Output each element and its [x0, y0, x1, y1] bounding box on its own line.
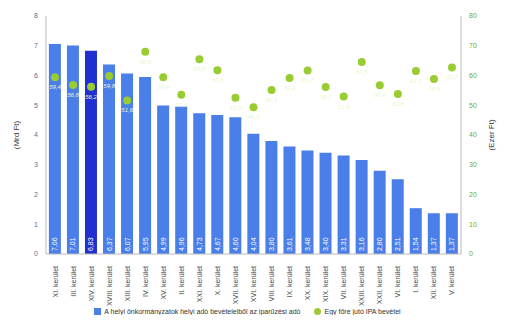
svg-text:20: 20: [469, 191, 477, 198]
html-text:A helyi önkormányzatok helyi a: A helyi önkormányzatok helyi adó bevétel…: [104, 308, 301, 315]
svg-text:7: 7: [34, 42, 38, 49]
svg-text:4,96: 4,96: [178, 237, 185, 251]
svg-text:3,61: 3,61: [286, 237, 293, 251]
svg-text:7,01: 7,01: [69, 237, 76, 251]
svg-text:53,8: 53,8: [392, 101, 404, 107]
svg-text:61,7: 61,7: [302, 77, 314, 83]
svg-text:61,8: 61,8: [212, 77, 224, 83]
svg-text:XXI. kerület: XXI. kerület: [196, 266, 203, 302]
html-text:Egy főre jutó IPA bevétel: Egy főre jutó IPA bevétel: [324, 308, 401, 315]
svg-text:5: 5: [34, 102, 38, 109]
svg-text:56,1: 56,1: [320, 94, 332, 100]
svg-text:(Mrd Ft): (Mrd Ft): [12, 120, 21, 149]
svg-text:52,5: 52,5: [230, 105, 242, 111]
svg-text:3,31: 3,31: [340, 237, 347, 251]
svg-text:4: 4: [34, 131, 38, 138]
svg-text:5,95: 5,95: [142, 237, 149, 251]
svg-text:4,99: 4,99: [160, 237, 167, 251]
svg-text:VIII. kerület: VIII. kerület: [268, 266, 275, 301]
svg-text:3: 3: [34, 161, 38, 168]
svg-text:XXIII. kerület: XXIII. kerület: [358, 266, 365, 306]
svg-text:50: 50: [469, 102, 477, 109]
svg-text:VII. kerület: VII. kerület: [340, 266, 347, 300]
svg-text:IV. kerület: IV. kerület: [142, 266, 149, 297]
svg-text:XVI. kerület: XVI. kerület: [250, 266, 257, 302]
svg-text:52,9: 52,9: [338, 104, 350, 110]
svg-text:51,6: 51,6: [121, 107, 133, 113]
svg-text:2,51: 2,51: [394, 237, 401, 251]
svg-text:55,1: 55,1: [266, 97, 278, 103]
svg-text:4,73: 4,73: [196, 237, 203, 251]
svg-text:1,37: 1,37: [430, 237, 437, 251]
svg-text:X. kerület: X. kerület: [214, 266, 221, 296]
svg-text:53,5: 53,5: [175, 102, 187, 108]
svg-text:64,5: 64,5: [356, 69, 368, 75]
svg-text:10: 10: [469, 221, 477, 228]
svg-text:1,37: 1,37: [448, 237, 455, 251]
svg-text:56,8: 56,8: [67, 92, 79, 98]
svg-text:4,60: 4,60: [232, 237, 239, 251]
svg-text:2,80: 2,80: [376, 237, 383, 251]
svg-text:59,2: 59,2: [284, 85, 296, 91]
svg-text:30: 30: [469, 161, 477, 168]
svg-text:8: 8: [34, 12, 38, 19]
svg-text:56,2: 56,2: [85, 94, 97, 100]
svg-text:IX. kerület: IX. kerület: [286, 266, 293, 298]
svg-text:59,4: 59,4: [157, 84, 169, 90]
svg-text:0: 0: [469, 250, 473, 257]
svg-text:XXII. kerület: XXII. kerület: [376, 266, 383, 304]
svg-text:XVIII. kerület: XVIII. kerület: [106, 266, 113, 306]
svg-text:XIV. kerület: XIV. kerület: [88, 266, 95, 302]
svg-text:4,04: 4,04: [250, 237, 257, 251]
svg-text:XI. kerület: XI. kerület: [52, 266, 59, 298]
svg-text:1: 1: [34, 221, 38, 228]
svg-text:VI. kerület: VI. kerület: [394, 266, 401, 298]
svg-text:3,16: 3,16: [358, 237, 365, 251]
svg-text:0: 0: [34, 250, 38, 257]
svg-text:6,37: 6,37: [106, 237, 113, 251]
svg-text:XIX. kerület: XIX. kerület: [322, 266, 329, 302]
svg-text:V. kerület: V. kerület: [448, 266, 455, 295]
svg-text:60: 60: [469, 72, 477, 79]
svg-text:62,7: 62,7: [446, 74, 458, 80]
svg-text:4,67: 4,67: [214, 237, 221, 251]
svg-text:6,07: 6,07: [124, 237, 131, 251]
svg-text:III. kerület: III. kerület: [70, 266, 77, 297]
svg-text:3,80: 3,80: [268, 237, 275, 251]
svg-text:XII. kerület: XII. kerület: [430, 266, 437, 300]
svg-text:68,0: 68,0: [139, 59, 151, 65]
svg-text:80: 80: [469, 12, 477, 19]
svg-text:6: 6: [34, 72, 38, 79]
svg-text:XIII. kerület: XIII. kerület: [124, 266, 131, 301]
svg-text:XVII. kerület: XVII. kerület: [232, 266, 239, 304]
svg-text:49,3: 49,3: [248, 114, 260, 120]
svg-text:58,8: 58,8: [428, 86, 440, 92]
svg-text:I. kerület: I. kerület: [412, 266, 419, 293]
svg-text:6,83: 6,83: [87, 237, 94, 251]
svg-text:7,06: 7,06: [51, 237, 58, 251]
svg-text:70: 70: [469, 42, 477, 49]
svg-text:(Ezer Ft): (Ezer Ft): [487, 119, 496, 150]
svg-text:59,4: 59,4: [49, 84, 61, 90]
svg-text:3,48: 3,48: [304, 237, 311, 251]
svg-text:XX. kerület: XX. kerület: [304, 266, 311, 300]
svg-text:3,40: 3,40: [322, 237, 329, 251]
svg-text:61,5: 61,5: [410, 78, 422, 84]
svg-text:XV. kerület: XV. kerület: [160, 266, 167, 300]
svg-text:65,5: 65,5: [194, 66, 206, 72]
svg-text:59,8: 59,8: [103, 83, 115, 89]
svg-text:56,7: 56,7: [374, 92, 386, 98]
svg-text:1,54: 1,54: [412, 237, 419, 251]
svg-text:2: 2: [34, 191, 38, 198]
svg-text:40: 40: [469, 131, 477, 138]
svg-text:II. kerület: II. kerület: [178, 266, 185, 295]
